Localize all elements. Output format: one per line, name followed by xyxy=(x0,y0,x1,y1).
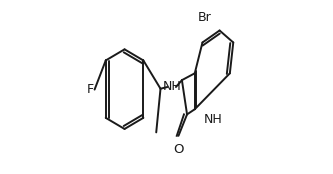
Text: O: O xyxy=(173,143,184,156)
Text: F: F xyxy=(87,83,94,96)
Text: NH: NH xyxy=(162,81,181,93)
Text: NH: NH xyxy=(204,113,223,126)
Text: Br: Br xyxy=(197,11,211,24)
